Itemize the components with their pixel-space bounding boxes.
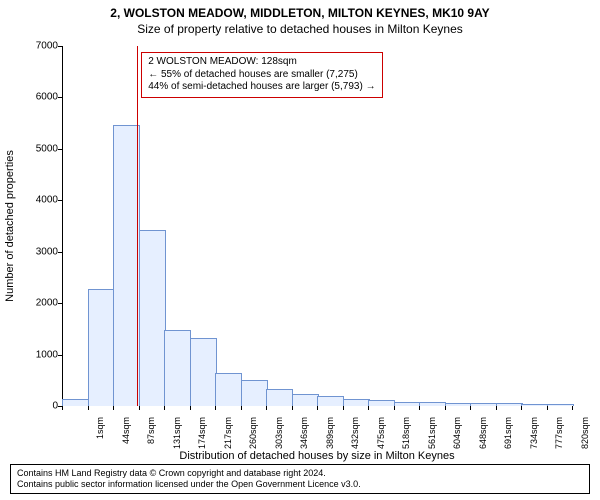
histogram-bar: [113, 125, 140, 406]
x-tick-label: 174sqm: [197, 417, 207, 457]
histogram-bar: [190, 338, 217, 406]
x-tick-mark: [113, 406, 114, 410]
histogram-bar: [470, 403, 497, 406]
annotation-line: 44% of semi-detached houses are larger (…: [148, 81, 375, 94]
x-tick-mark: [139, 406, 140, 410]
x-tick-mark: [521, 406, 522, 410]
x-tick-label: 389sqm: [325, 417, 335, 457]
y-tick-mark: [58, 97, 62, 98]
y-tick-mark: [58, 149, 62, 150]
histogram-bar: [521, 404, 548, 406]
title-line1: 2, WOLSTON MEADOW, MIDDLETON, MILTON KEY…: [0, 6, 600, 20]
x-tick-label: 346sqm: [299, 417, 309, 457]
x-tick-mark: [164, 406, 165, 410]
chart-area: Number of detached properties Distributi…: [62, 46, 572, 406]
x-tick-mark: [343, 406, 344, 410]
title-line2: Size of property relative to detached ho…: [0, 22, 600, 36]
x-tick-label: 734sqm: [529, 417, 539, 457]
x-tick-label: 518sqm: [401, 417, 411, 457]
x-tick-label: 691sqm: [503, 417, 513, 457]
y-axis-label: Number of detached properties: [4, 150, 16, 302]
histogram-bar: [241, 380, 268, 406]
x-tick-mark: [394, 406, 395, 410]
x-tick-mark: [241, 406, 242, 410]
title-block: 2, WOLSTON MEADOW, MIDDLETON, MILTON KEY…: [0, 0, 600, 36]
histogram-bar: [62, 399, 89, 406]
y-tick-mark: [58, 355, 62, 356]
y-tick-label: 5000: [36, 143, 58, 154]
x-tick-label: 432sqm: [350, 417, 360, 457]
histogram-bar: [317, 396, 344, 406]
y-tick-label: 7000: [36, 41, 58, 52]
x-tick-mark: [292, 406, 293, 410]
histogram-bar: [394, 402, 421, 406]
x-tick-label: 475sqm: [376, 417, 386, 457]
annotation-line: 2 WOLSTON MEADOW: 128sqm: [148, 56, 375, 69]
y-tick-mark: [58, 252, 62, 253]
chart-container: 2, WOLSTON MEADOW, MIDDLETON, MILTON KEY…: [0, 0, 600, 500]
x-tick-label: 777sqm: [554, 417, 564, 457]
x-tick-mark: [419, 406, 420, 410]
y-tick-mark: [58, 303, 62, 304]
x-tick-mark: [266, 406, 267, 410]
x-tick-mark: [445, 406, 446, 410]
x-tick-mark: [215, 406, 216, 410]
footer-line1: Contains HM Land Registry data © Crown c…: [17, 468, 583, 479]
x-tick-label: 303sqm: [274, 417, 284, 457]
y-tick-label: 3000: [36, 246, 58, 257]
histogram-bar: [343, 399, 370, 406]
histogram-bar: [419, 402, 446, 406]
x-tick-label: 648sqm: [478, 417, 488, 457]
histogram-bar: [547, 404, 574, 406]
property-marker-line: [137, 46, 138, 406]
x-tick-label: 820sqm: [580, 417, 590, 457]
x-tick-label: 131sqm: [172, 417, 182, 457]
x-tick-label: 561sqm: [427, 417, 437, 457]
y-tick-mark: [58, 200, 62, 201]
x-axis-label: Distribution of detached houses by size …: [179, 450, 454, 462]
annotation-line: ← 55% of detached houses are smaller (7,…: [148, 69, 375, 82]
histogram-bar: [368, 400, 395, 406]
x-tick-mark: [62, 406, 63, 410]
x-tick-mark: [88, 406, 89, 410]
histogram-bar: [266, 389, 293, 406]
y-tick-label: 6000: [36, 92, 58, 103]
histogram-bar: [292, 394, 319, 406]
y-tick-label: 4000: [36, 195, 58, 206]
plot-area: 010002000300040005000600070001sqm44sqm87…: [62, 46, 572, 406]
x-tick-label: 1sqm: [95, 417, 105, 457]
x-tick-mark: [190, 406, 191, 410]
histogram-bar: [139, 230, 166, 406]
x-tick-mark: [547, 406, 548, 410]
footer-line2: Contains public sector information licen…: [17, 479, 583, 490]
histogram-bar: [215, 373, 242, 406]
y-axis-line: [62, 46, 63, 406]
annotation-box: 2 WOLSTON MEADOW: 128sqm← 55% of detache…: [141, 52, 382, 98]
x-tick-label: 44sqm: [121, 417, 131, 457]
y-tick-label: 1000: [36, 349, 58, 360]
x-tick-label: 260sqm: [248, 417, 258, 457]
histogram-bar: [88, 289, 115, 406]
x-tick-mark: [496, 406, 497, 410]
x-tick-label: 87sqm: [146, 417, 156, 457]
histogram-bar: [164, 330, 191, 406]
histogram-bar: [496, 403, 523, 406]
footer-attribution: Contains HM Land Registry data © Crown c…: [10, 464, 590, 495]
x-tick-label: 217sqm: [223, 417, 233, 457]
x-tick-mark: [470, 406, 471, 410]
x-tick-mark: [572, 406, 573, 410]
y-tick-label: 2000: [36, 298, 58, 309]
y-tick-mark: [58, 46, 62, 47]
histogram-bar: [445, 403, 472, 406]
x-tick-mark: [317, 406, 318, 410]
x-tick-label: 604sqm: [452, 417, 462, 457]
x-tick-mark: [368, 406, 369, 410]
